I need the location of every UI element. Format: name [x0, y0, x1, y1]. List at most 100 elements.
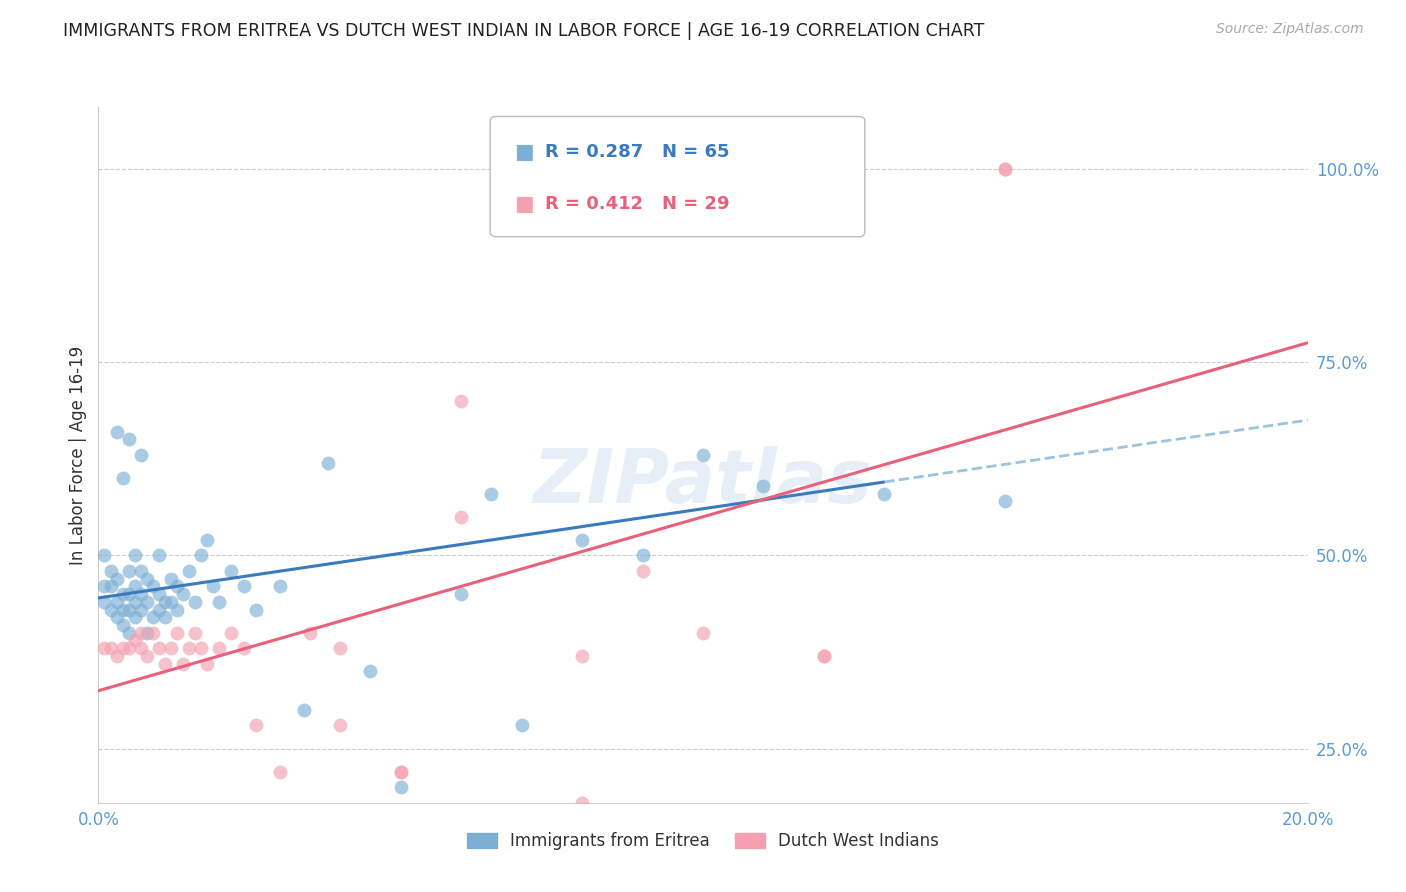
- Text: ■: ■: [515, 142, 534, 162]
- Point: [195, 533, 218, 547]
- Point: [100, 602, 122, 616]
- Point: [329, 641, 352, 656]
- Point: [111, 471, 134, 485]
- Point: [873, 486, 896, 500]
- Point: [752, 857, 775, 871]
- Point: [148, 641, 170, 656]
- Point: [105, 572, 128, 586]
- Point: [135, 595, 157, 609]
- Point: [813, 648, 835, 663]
- Point: [195, 657, 218, 671]
- Point: [179, 641, 201, 656]
- Point: [166, 579, 188, 593]
- Legend: Immigrants from Eritrea, Dutch West Indians: Immigrants from Eritrea, Dutch West Indi…: [460, 826, 946, 857]
- Point: [329, 718, 352, 732]
- Point: [105, 425, 128, 439]
- Point: [389, 764, 412, 779]
- Point: [450, 587, 472, 601]
- Point: [124, 549, 146, 563]
- Point: [631, 564, 654, 578]
- Text: N = 65: N = 65: [662, 143, 730, 161]
- Point: [190, 641, 212, 656]
- Point: [571, 796, 593, 810]
- Point: [111, 641, 134, 656]
- Point: [118, 564, 141, 578]
- Point: [360, 665, 382, 679]
- Point: [124, 579, 146, 593]
- Point: [124, 610, 146, 624]
- Point: [129, 587, 152, 601]
- Point: [153, 595, 176, 609]
- Point: [481, 486, 503, 500]
- Text: N = 29: N = 29: [662, 195, 730, 213]
- Point: [160, 572, 183, 586]
- Point: [129, 641, 152, 656]
- Point: [129, 602, 152, 616]
- Point: [692, 448, 714, 462]
- Point: [124, 633, 146, 648]
- Point: [316, 456, 339, 470]
- Point: [118, 641, 141, 656]
- Point: [510, 718, 533, 732]
- Point: [245, 602, 267, 616]
- Point: [93, 579, 115, 593]
- Point: [148, 587, 170, 601]
- Point: [118, 602, 141, 616]
- Text: ■: ■: [515, 194, 534, 214]
- Point: [105, 610, 128, 624]
- Point: [105, 648, 128, 663]
- Point: [190, 549, 212, 563]
- Point: [208, 595, 231, 609]
- Text: ZIPatlas: ZIPatlas: [533, 446, 873, 519]
- Point: [994, 494, 1017, 508]
- Point: [450, 393, 472, 408]
- Point: [100, 579, 122, 593]
- Point: [245, 718, 267, 732]
- Point: [118, 587, 141, 601]
- Point: [129, 564, 152, 578]
- Point: [179, 564, 201, 578]
- Point: [166, 602, 188, 616]
- Text: R = 0.412: R = 0.412: [546, 195, 643, 213]
- Point: [269, 764, 291, 779]
- Point: [93, 641, 115, 656]
- Point: [135, 572, 157, 586]
- Point: [111, 618, 134, 632]
- Point: [148, 549, 170, 563]
- Point: [994, 161, 1017, 176]
- Point: [100, 564, 122, 578]
- Point: [450, 509, 472, 524]
- Point: [93, 595, 115, 609]
- Point: [118, 433, 141, 447]
- Point: [153, 657, 176, 671]
- Point: [124, 595, 146, 609]
- Point: [292, 703, 315, 717]
- Point: [571, 533, 593, 547]
- Point: [142, 579, 165, 593]
- Point: [631, 549, 654, 563]
- Point: [299, 625, 322, 640]
- Point: [389, 780, 412, 795]
- Point: [135, 648, 157, 663]
- Point: [389, 764, 412, 779]
- Point: [813, 648, 835, 663]
- Point: [202, 579, 225, 593]
- Point: [129, 448, 152, 462]
- Point: [111, 602, 134, 616]
- Y-axis label: In Labor Force | Age 16-19: In Labor Force | Age 16-19: [69, 345, 87, 565]
- Point: [142, 610, 165, 624]
- Point: [571, 648, 593, 663]
- Point: [692, 625, 714, 640]
- Text: R = 0.287: R = 0.287: [546, 143, 643, 161]
- Point: [208, 641, 231, 656]
- Point: [269, 579, 291, 593]
- Point: [184, 625, 207, 640]
- Point: [160, 595, 183, 609]
- Point: [129, 625, 152, 640]
- Point: [135, 625, 157, 640]
- Point: [153, 610, 176, 624]
- Point: [221, 625, 243, 640]
- Point: [160, 641, 183, 656]
- Point: [172, 587, 194, 601]
- Point: [221, 564, 243, 578]
